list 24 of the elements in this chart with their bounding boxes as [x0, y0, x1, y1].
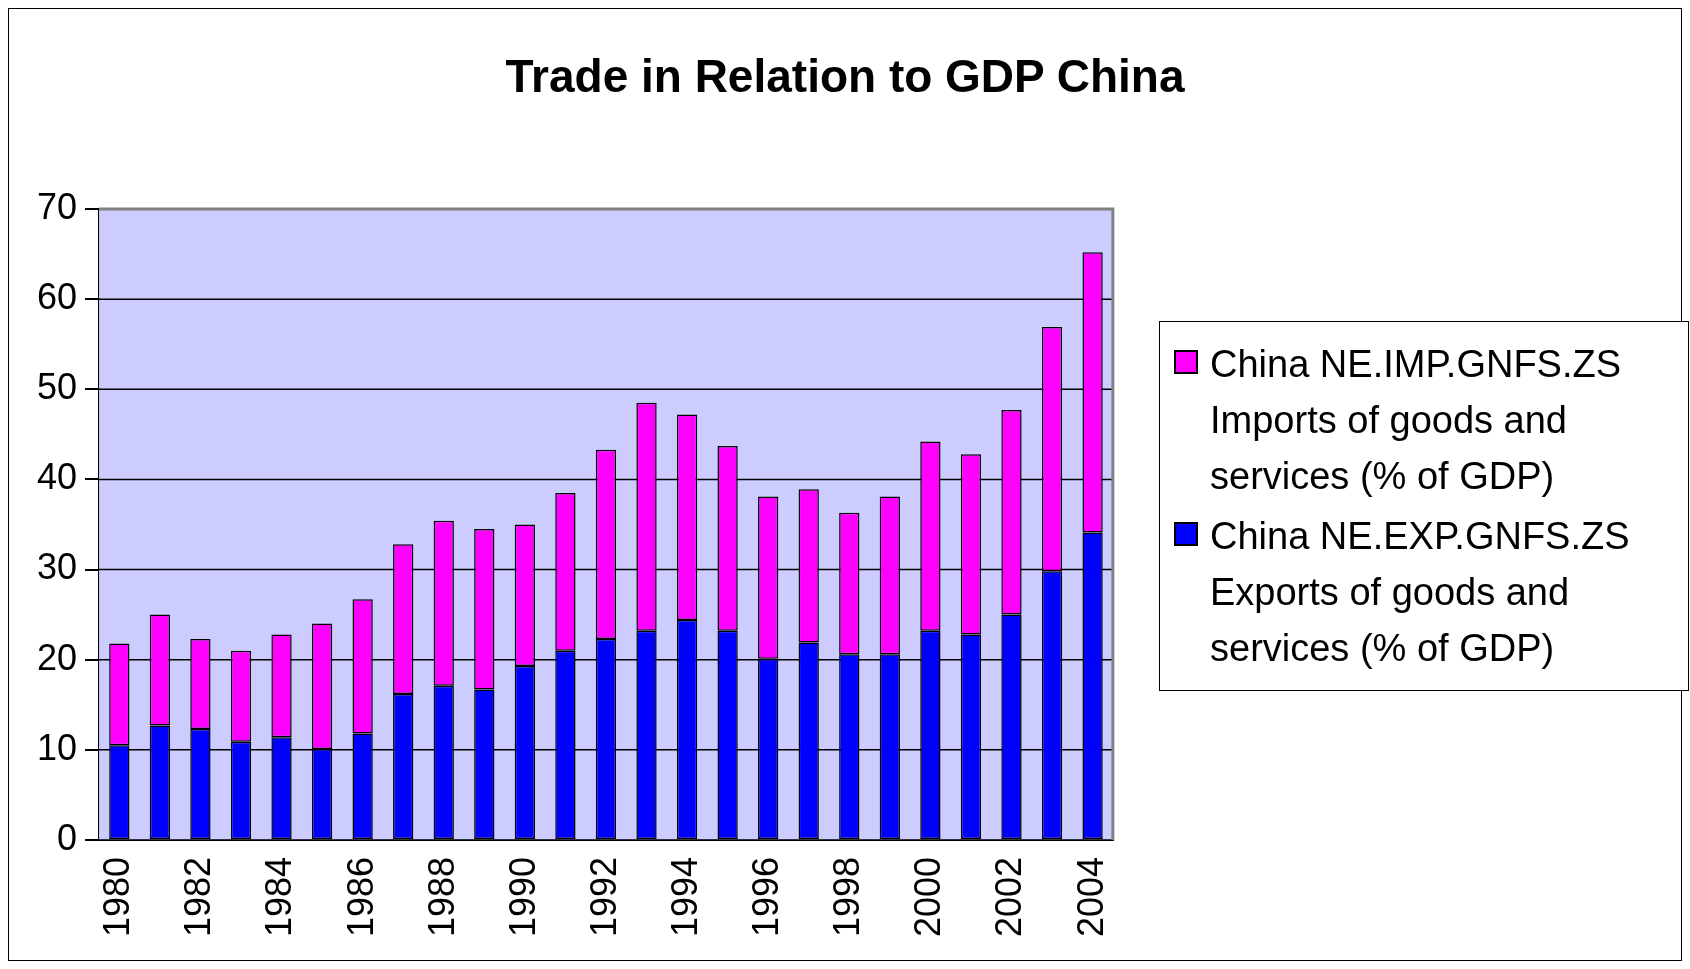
x-tick-label: 1990: [501, 856, 543, 938]
y-tick-label: 50: [37, 366, 78, 408]
x-tick-label: 1992: [582, 856, 624, 938]
y-tick-label: 30: [37, 546, 78, 588]
y-tick-label: 40: [37, 456, 78, 498]
x-tick-label: 2002: [988, 856, 1030, 938]
x-tick-label: 1994: [663, 856, 705, 938]
legend-label: China NE.IMP.GNFS.ZS Imports of goods and services (% of GDP): [1210, 342, 1623, 499]
legend-label: China NE.EXP.GNFS.ZS Exports of goods and services (% of GDP): [1210, 514, 1631, 671]
y-tick-label: 20: [37, 636, 78, 678]
chart-title: Trade in Relation to GDP China: [504, 49, 1186, 103]
x-tick-label: 1986: [339, 856, 381, 938]
x-tick-label: 1982: [177, 856, 219, 938]
x-tick-label: 1980: [96, 856, 138, 938]
x-tick-label: 2000: [907, 856, 949, 938]
x-tick-label: 1998: [826, 856, 868, 938]
x-tick-label: 2004: [1069, 856, 1111, 938]
y-tick-label: 60: [37, 276, 78, 318]
x-tick-label: 1996: [745, 856, 787, 938]
x-tick-label: 1988: [420, 856, 462, 938]
y-tick-label: 70: [37, 185, 78, 227]
y-tick-label: 0: [57, 816, 78, 858]
y-tick-label: 10: [37, 726, 78, 768]
x-tick-label: 1984: [258, 856, 300, 938]
